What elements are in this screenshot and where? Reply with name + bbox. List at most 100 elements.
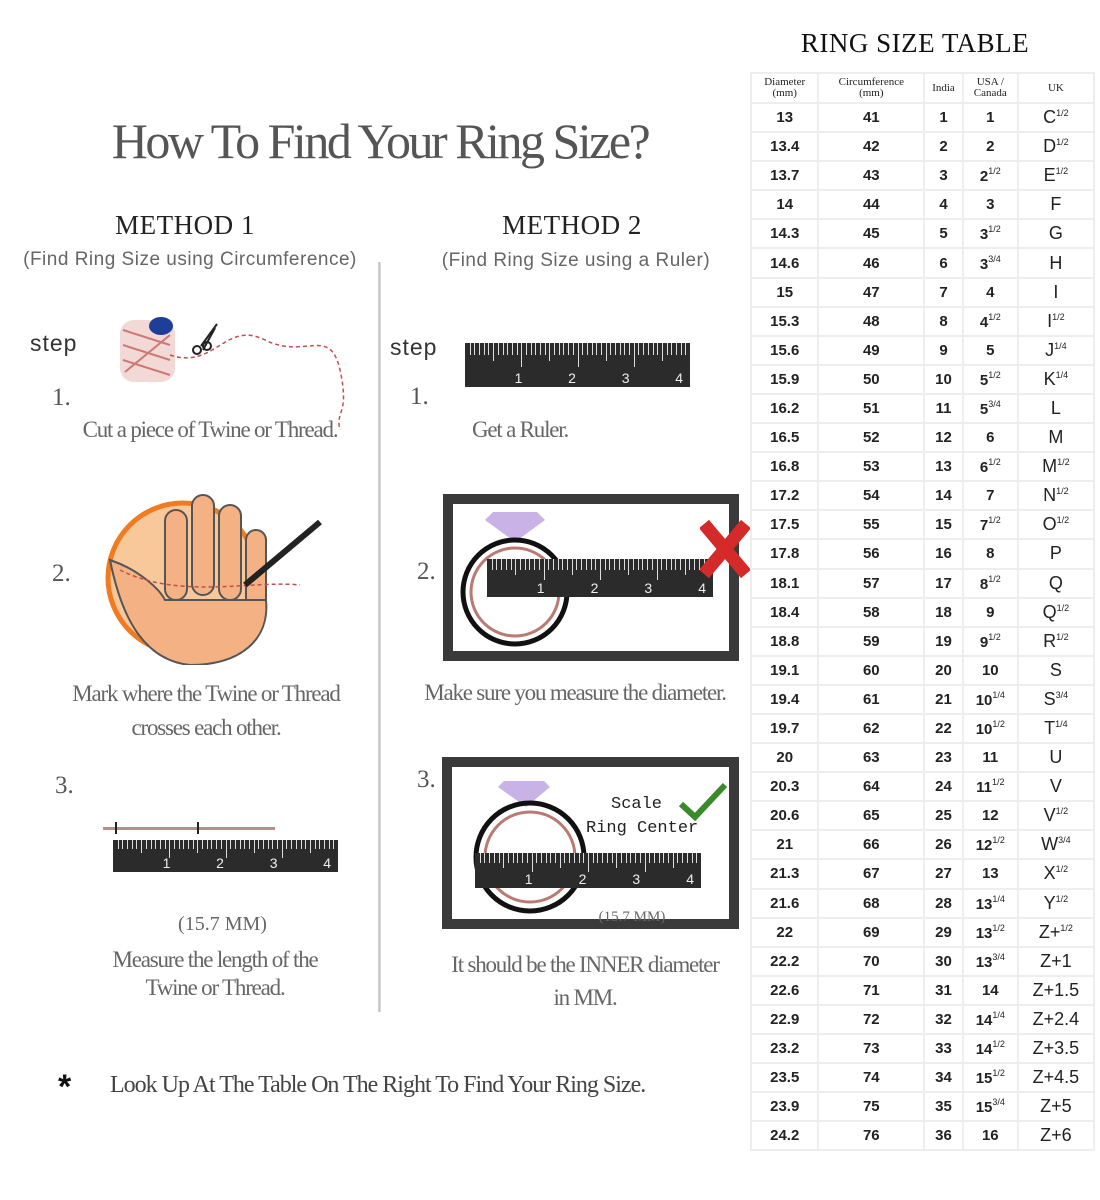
size-base: 16 (981, 1127, 999, 1145)
cell-circumference: 65 (817, 800, 926, 832)
size-base: U (1049, 747, 1063, 768)
table-row: 19.4 61 21 101/4 S3/4 (749, 683, 1096, 715)
header-text: (mm) (772, 87, 797, 99)
method1-step3-number: 3. (55, 772, 74, 799)
size-base: V (1049, 776, 1062, 797)
ruler-tick (554, 343, 556, 356)
table-row: 14.3 45 5 31/2 G (749, 218, 1096, 250)
size-fraction: 1/2 (1056, 515, 1070, 526)
cell-diameter: 15.9 (749, 363, 820, 395)
size-base: 7 (979, 517, 989, 535)
method-divider (378, 262, 381, 1012)
cell-usa-canada: 6 (961, 422, 1019, 454)
cell-usa-canada: 8 (961, 538, 1019, 570)
size-fraction: 3/4 (992, 951, 1005, 962)
cell-usa-canada: 7 (961, 480, 1019, 512)
ruler-tick (588, 853, 589, 873)
ruler-tick (677, 853, 679, 863)
cell-usa-canada: 101/4 (961, 683, 1019, 715)
ruler-icon: 1 2 3 4 (487, 559, 713, 597)
cell-usa-canada: 11 (961, 742, 1019, 774)
check-icon (678, 782, 728, 822)
ruler-tick (516, 343, 518, 356)
ruler-tick (558, 343, 560, 356)
ruler-label: 1 (524, 871, 533, 887)
ruler-label: 2 (578, 871, 587, 887)
cell-diameter: 13.4 (749, 131, 820, 163)
ruler-tick (479, 343, 481, 356)
cell-usa-canada: 91/2 (961, 625, 1019, 657)
table-row: 13.4 42 2 2 D1/2 (749, 131, 1096, 163)
diameter-diagram: 1 2 3 4 (443, 494, 739, 661)
cell-usa-canada: 1 (961, 101, 1019, 134)
cell-diameter: 13.7 (749, 160, 820, 192)
ruler-tick (586, 343, 588, 356)
cell-usa-canada: 9 (961, 596, 1019, 628)
ruler-tick (638, 343, 640, 356)
size-base: M (1048, 427, 1064, 448)
cell-uk: J1/4 (1016, 334, 1096, 366)
ruler-tick (623, 559, 625, 570)
size-base: 3 (979, 226, 989, 244)
ruler-tick (488, 343, 490, 356)
size-fraction: 1/2 (1056, 137, 1069, 148)
ruler-tick (507, 853, 509, 863)
cell-diameter: 22 (749, 916, 820, 948)
method1-heading: METHOD 1 (115, 210, 255, 240)
cell-india: 30 (923, 945, 964, 977)
ruler-tick (549, 343, 551, 362)
ruler-tick (583, 853, 585, 863)
size-base: 6 (986, 429, 995, 447)
ruler-tick (600, 559, 601, 580)
ruler-tick (498, 853, 500, 863)
cell-uk: F (1016, 189, 1096, 221)
ruler-tick (616, 853, 618, 868)
ruler-tick (483, 343, 485, 356)
size-base: 14 (975, 1041, 993, 1059)
cell-usa-canada: 16 (961, 1120, 1019, 1152)
size-fraction: 1/2 (1060, 922, 1073, 933)
table-row: 20 63 23 11 U (749, 742, 1096, 774)
ruler-tick (555, 853, 557, 863)
ruler-tick (538, 559, 540, 570)
size-base: O (1042, 514, 1057, 535)
method1-subtitle: (Find Ring Size using Circumference) (23, 249, 357, 270)
ruler-label: 3 (621, 370, 630, 386)
ruler-tick (698, 559, 700, 570)
table-row: 22.6 71 31 14 Z+1.5 (749, 974, 1096, 1006)
header-text: (mm) (859, 87, 884, 99)
ruler-tick (507, 343, 509, 356)
table-row: 18.4 58 18 9 Q1/2 (749, 596, 1096, 628)
cell-uk: Z+6 (1016, 1120, 1096, 1152)
size-base: K (1043, 368, 1056, 389)
cell-usa-canada: 21/2 (961, 160, 1019, 192)
ruler-tick (562, 559, 564, 570)
table-row: 24.2 76 36 16 Z+6 (749, 1120, 1096, 1152)
cell-india: 1 (923, 101, 964, 134)
ruler-label: 4 (323, 855, 332, 871)
ruler-tick (571, 559, 573, 575)
ruler-tick (696, 853, 698, 863)
ruler-tick (600, 343, 602, 356)
ruler-tick (675, 343, 677, 356)
ruler-tick (502, 343, 504, 356)
ruler-tick (202, 840, 204, 849)
header-text: Circumference (838, 76, 904, 88)
cell-usa-canada: 101/2 (961, 712, 1019, 745)
ruler-tick (328, 840, 330, 849)
size-base: Z+2.4 (1032, 1008, 1080, 1029)
twine-mark-start (115, 822, 117, 834)
method2-step-label: step (390, 334, 438, 360)
cell-usa-canada: 41/2 (961, 305, 1019, 337)
ruler-tick (619, 343, 621, 356)
ruler-tick (672, 853, 674, 868)
table-row: 22.2 70 30 133/4 Z+1 (749, 945, 1096, 977)
cell-usa-canada: 14 (961, 974, 1019, 1006)
ruler-tick (469, 343, 471, 356)
cell-usa-canada: 53/4 (961, 392, 1019, 425)
cell-india: 15 (923, 509, 964, 541)
size-fraction: 3/4 (992, 1097, 1005, 1108)
cell-india: 19 (923, 625, 964, 657)
cell-india: 17 (923, 567, 964, 599)
cell-diameter: 17.2 (749, 480, 820, 512)
